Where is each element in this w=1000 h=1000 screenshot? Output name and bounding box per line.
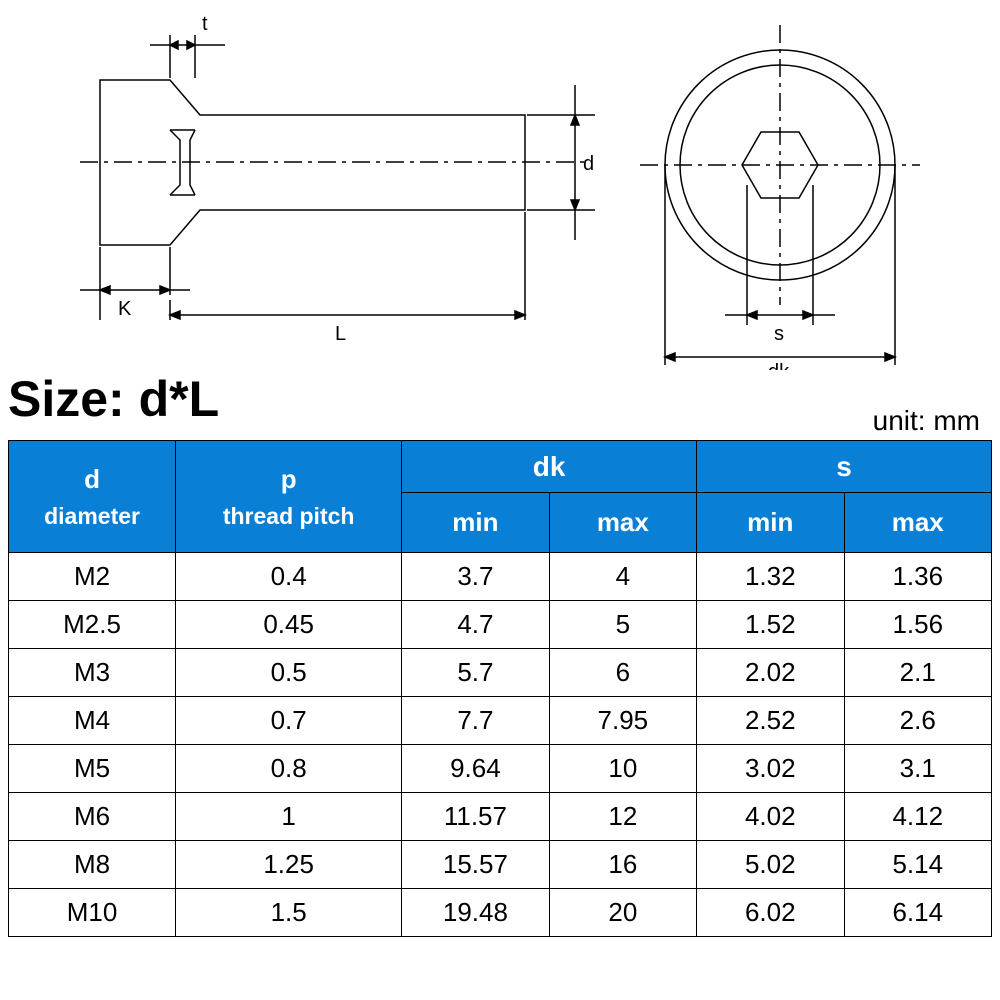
table-cell: 3.02 <box>697 745 844 793</box>
table-cell: 11.57 <box>402 793 549 841</box>
table-cell: M6 <box>9 793 176 841</box>
table-cell: 2.02 <box>697 649 844 697</box>
col-p: p thread pitch <box>176 441 402 553</box>
table-cell: 1.25 <box>176 841 402 889</box>
spec-table: d diameter p thread pitch dk s min max m… <box>8 440 992 937</box>
table-cell: M2 <box>9 553 176 601</box>
table-cell: 1.56 <box>844 601 992 649</box>
table-cell: 0.5 <box>176 649 402 697</box>
col-s-min: min <box>697 493 844 553</box>
col-d: d diameter <box>9 441 176 553</box>
dim-s: s <box>774 323 784 345</box>
table-cell: 4.12 <box>844 793 992 841</box>
table-cell: M8 <box>9 841 176 889</box>
table-cell: 2.1 <box>844 649 992 697</box>
table-cell: 7.7 <box>402 697 549 745</box>
table-cell: 0.8 <box>176 745 402 793</box>
dim-dk: dk <box>768 361 790 370</box>
table-cell: 20 <box>549 889 696 937</box>
table-row: M40.77.77.952.522.6 <box>9 697 992 745</box>
table-cell: M3 <box>9 649 176 697</box>
table-cell: M4 <box>9 697 176 745</box>
table-cell: 1.52 <box>697 601 844 649</box>
table-cell: 6.02 <box>697 889 844 937</box>
table-row: M101.519.48206.026.14 <box>9 889 992 937</box>
table-cell: M10 <box>9 889 176 937</box>
col-dk: dk <box>402 441 697 493</box>
table-cell: 5.14 <box>844 841 992 889</box>
dim-d: d <box>583 153 594 175</box>
col-s-max: max <box>844 493 992 553</box>
table-cell: 6.14 <box>844 889 992 937</box>
table-cell: 1 <box>176 793 402 841</box>
table-cell: 9.64 <box>402 745 549 793</box>
table-cell: 1.36 <box>844 553 992 601</box>
table-cell: 5 <box>549 601 696 649</box>
table-cell: 19.48 <box>402 889 549 937</box>
table-cell: 10 <box>549 745 696 793</box>
page: t d K L <box>0 0 1000 1000</box>
table-cell: 2.6 <box>844 697 992 745</box>
dim-t: t <box>202 13 208 35</box>
dim-L: L <box>335 323 346 345</box>
table-cell: 6 <box>549 649 696 697</box>
table-cell: 1.32 <box>697 553 844 601</box>
table-cell: 12 <box>549 793 696 841</box>
table-row: M30.55.762.022.1 <box>9 649 992 697</box>
table-cell: 16 <box>549 841 696 889</box>
table-cell: 2.52 <box>697 697 844 745</box>
size-label: Size: d*L <box>8 370 219 428</box>
table-cell: 4.02 <box>697 793 844 841</box>
col-dk-min: min <box>402 493 549 553</box>
technical-diagram: t d K L <box>0 0 1000 370</box>
table-cell: 3.1 <box>844 745 992 793</box>
table-cell: M2.5 <box>9 601 176 649</box>
table-cell: 0.4 <box>176 553 402 601</box>
table-cell: 7.95 <box>549 697 696 745</box>
table-row: M20.43.741.321.36 <box>9 553 992 601</box>
table-cell: 0.45 <box>176 601 402 649</box>
table-row: M2.50.454.751.521.56 <box>9 601 992 649</box>
table-cell: 3.7 <box>402 553 549 601</box>
col-s: s <box>697 441 992 493</box>
table-cell: 4 <box>549 553 696 601</box>
table-cell: M5 <box>9 745 176 793</box>
table-row: M6111.57124.024.12 <box>9 793 992 841</box>
table-cell: 15.57 <box>402 841 549 889</box>
table-cell: 0.7 <box>176 697 402 745</box>
table-cell: 5.02 <box>697 841 844 889</box>
table-cell: 4.7 <box>402 601 549 649</box>
table-row: M50.89.64103.023.1 <box>9 745 992 793</box>
table-cell: 1.5 <box>176 889 402 937</box>
col-dk-max: max <box>549 493 696 553</box>
unit-label: unit: mm <box>873 405 980 437</box>
dim-K: K <box>118 298 132 320</box>
table-cell: 5.7 <box>402 649 549 697</box>
table-row: M81.2515.57165.025.14 <box>9 841 992 889</box>
